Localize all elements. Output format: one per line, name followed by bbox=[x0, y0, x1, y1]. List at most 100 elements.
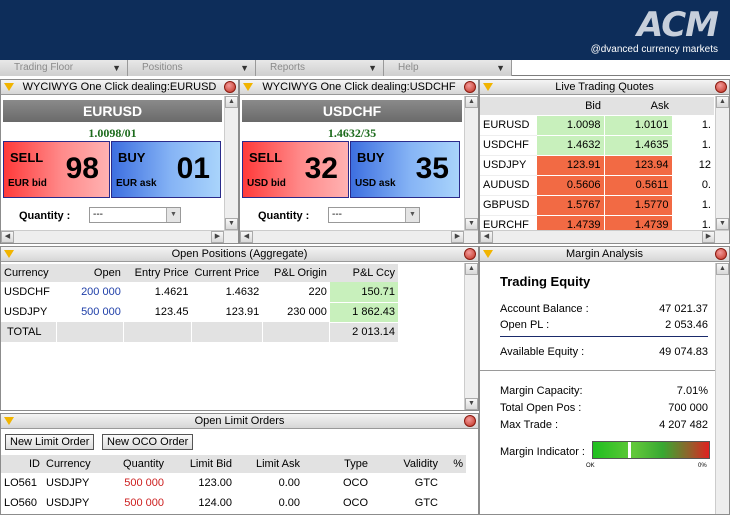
collapse-icon[interactable] bbox=[483, 250, 493, 258]
horizontal-scrollbar[interactable]: ◀ ▶ bbox=[480, 230, 729, 243]
vertical-scrollbar[interactable]: ▲ ▼ bbox=[224, 96, 238, 230]
menu-positions[interactable]: Positions ▼ bbox=[128, 60, 256, 76]
sell-button[interactable]: SELL USD bid 32 bbox=[242, 141, 349, 198]
quote-extra: 12 bbox=[698, 159, 711, 171]
quotes-table: Bid Ask EURUSD 1.0098 1.0101 1. USDCHF 1.4632… bbox=[480, 97, 714, 236]
order-percent bbox=[441, 473, 466, 493]
col-header-quantity: Quantity bbox=[99, 455, 167, 473]
scroll-left-icon[interactable]: ◀ bbox=[1, 231, 14, 243]
logo-tagline: @dvanced currency markets bbox=[590, 44, 718, 55]
quote-pair: USDJPY bbox=[480, 155, 536, 176]
col-header bbox=[480, 97, 536, 115]
menu-reports[interactable]: Reports ▼ bbox=[256, 60, 384, 76]
col-header-ask: Ask bbox=[604, 97, 672, 115]
chevron-down-icon[interactable]: ▼ bbox=[405, 208, 419, 222]
collapse-icon[interactable] bbox=[4, 83, 14, 91]
quote-extra: 1. bbox=[701, 219, 711, 231]
scroll-up-icon[interactable]: ▲ bbox=[225, 96, 238, 108]
horizontal-scrollbar[interactable]: ◀ ▶ bbox=[1, 230, 238, 243]
quote-extra: 1. bbox=[701, 119, 711, 131]
sell-label: SELL bbox=[10, 150, 44, 165]
quantity-select[interactable]: --- ▼ bbox=[89, 207, 181, 223]
close-icon[interactable] bbox=[464, 415, 476, 427]
total-spacer bbox=[190, 322, 263, 342]
quote-pair: USDCHF bbox=[480, 135, 536, 156]
menu-trading-floor[interactable]: Trading Floor ▼ bbox=[0, 60, 128, 76]
collapse-icon[interactable] bbox=[4, 417, 14, 425]
limits-header-row: ID Currency Quantity Limit Bid Limit Ask… bbox=[1, 455, 466, 473]
quote-row[interactable]: USDJPY 123.91 123.94 12 bbox=[480, 154, 714, 176]
close-icon[interactable] bbox=[715, 81, 727, 93]
panel-title: WYCIWYG One Click dealing:USDCHF bbox=[262, 81, 456, 93]
buy-button[interactable]: BUY EUR ask 01 bbox=[111, 141, 221, 198]
scroll-right-icon[interactable]: ▶ bbox=[451, 231, 464, 243]
position-pl-ccy: 150.71 bbox=[329, 282, 398, 303]
close-icon[interactable] bbox=[715, 248, 727, 260]
app-header: ACM @dvanced currency markets bbox=[0, 0, 730, 60]
scroll-down-icon[interactable]: ▼ bbox=[716, 218, 729, 230]
scroll-down-icon[interactable]: ▼ bbox=[225, 218, 238, 230]
scroll-up-icon[interactable]: ▲ bbox=[716, 96, 729, 108]
scroll-up-icon[interactable]: ▲ bbox=[716, 263, 729, 275]
quantity-select[interactable]: --- ▼ bbox=[328, 207, 420, 223]
buy-button[interactable]: BUY USD ask 35 bbox=[350, 141, 460, 198]
menu-help[interactable]: Help ▼ bbox=[384, 60, 512, 76]
new-oco-order-button[interactable]: New OCO Order bbox=[102, 434, 194, 450]
max-trade-row: Max Trade : 4 207 482 bbox=[500, 419, 708, 431]
position-row[interactable]: USDCHF 200 000 1.4621 1.4632 220 150.71 bbox=[1, 282, 398, 303]
live-quotes-panel: Live Trading Quotes Bid Ask EURUSD 1.0098… bbox=[479, 79, 730, 244]
buy-sub: EUR ask bbox=[116, 178, 157, 189]
vertical-scrollbar[interactable]: ▲ ▼ bbox=[464, 96, 478, 230]
scroll-down-icon[interactable]: ▼ bbox=[465, 218, 478, 230]
quantity-label: Quantity : bbox=[19, 210, 71, 222]
quote-row[interactable]: GBPUSD 1.5767 1.5770 1. bbox=[480, 194, 714, 216]
quote-row[interactable]: AUDUSD 0.5606 0.5611 0. bbox=[480, 174, 714, 196]
panel-title: Live Trading Quotes bbox=[555, 81, 654, 93]
col-header-limit-ask: Limit Ask bbox=[235, 455, 303, 473]
limit-order-row[interactable]: LO561 USDJPY 500 000 123.00 0.00 OCO GTC bbox=[1, 473, 466, 493]
close-icon[interactable] bbox=[464, 81, 476, 93]
close-icon[interactable] bbox=[224, 81, 236, 93]
scroll-left-icon[interactable]: ◀ bbox=[240, 231, 253, 243]
quote-row[interactable]: EURUSD 1.0098 1.0101 1. bbox=[480, 114, 714, 136]
order-limit-ask: 0.00 bbox=[278, 477, 300, 489]
margin-indicator-label: Margin Indicator : bbox=[500, 446, 585, 458]
scroll-right-icon[interactable]: ▶ bbox=[702, 231, 715, 243]
quote-bid: 1.4632 bbox=[535, 134, 605, 156]
scroll-up-icon[interactable]: ▲ bbox=[465, 263, 478, 275]
position-entry: 1.4621 bbox=[154, 286, 189, 298]
collapse-icon[interactable] bbox=[483, 83, 493, 91]
quote-row[interactable]: USDCHF 1.4632 1.4635 1. bbox=[480, 134, 714, 156]
quote-bid: 123.91 bbox=[535, 154, 605, 176]
quantity-value: --- bbox=[332, 209, 342, 220]
menu-label: Reports bbox=[270, 62, 306, 73]
limit-order-row[interactable]: LO560 USDJPY 500 000 124.00 0.00 OCO GTC bbox=[1, 493, 466, 513]
sell-value: 98 bbox=[65, 152, 99, 185]
position-row[interactable]: USDJPY 500 000 123.45 123.91 230 000 1 862.43 bbox=[1, 302, 398, 323]
position-currency: USDJPY bbox=[4, 306, 48, 318]
dealing-panel-eurusd: WYCIWYG One Click dealing:EURUSD EURUSD … bbox=[0, 79, 239, 244]
total-open-pos-row: Total Open Pos : 700 000 bbox=[500, 402, 708, 414]
close-icon[interactable] bbox=[464, 248, 476, 260]
open-pl-label: Open PL : bbox=[500, 319, 550, 331]
panel-title-bar: Open Limit Orders bbox=[1, 414, 478, 429]
collapse-icon[interactable] bbox=[4, 250, 14, 258]
vertical-scrollbar[interactable]: ▲ ▼ bbox=[464, 263, 478, 410]
sell-button[interactable]: SELL EUR bid 98 bbox=[3, 141, 110, 198]
vertical-scrollbar[interactable]: ▲ ▼ bbox=[715, 96, 729, 230]
scroll-left-icon[interactable]: ◀ bbox=[480, 231, 493, 243]
scroll-down-icon[interactable]: ▼ bbox=[465, 398, 478, 410]
acm-logo: ACM @dvanced currency markets bbox=[590, 8, 719, 55]
indicator-left-label: OK bbox=[586, 463, 595, 469]
vertical-scrollbar[interactable]: ▲ bbox=[715, 263, 729, 514]
new-limit-order-button[interactable]: New Limit Order bbox=[5, 434, 95, 450]
scroll-right-icon[interactable]: ▶ bbox=[211, 231, 224, 243]
margin-capacity-row: Margin Capacity: 7.01% bbox=[500, 385, 708, 397]
scroll-up-icon[interactable]: ▲ bbox=[465, 96, 478, 108]
horizontal-scrollbar[interactable]: ◀ ▶ bbox=[240, 230, 478, 243]
collapse-icon[interactable] bbox=[243, 83, 253, 91]
total-spacer bbox=[56, 322, 124, 342]
chevron-down-icon[interactable]: ▼ bbox=[166, 208, 180, 222]
quote-pair: GBPUSD bbox=[480, 195, 536, 216]
dealing-panel-usdchf: WYCIWYG One Click dealing:USDCHF USDCHF … bbox=[239, 79, 479, 244]
